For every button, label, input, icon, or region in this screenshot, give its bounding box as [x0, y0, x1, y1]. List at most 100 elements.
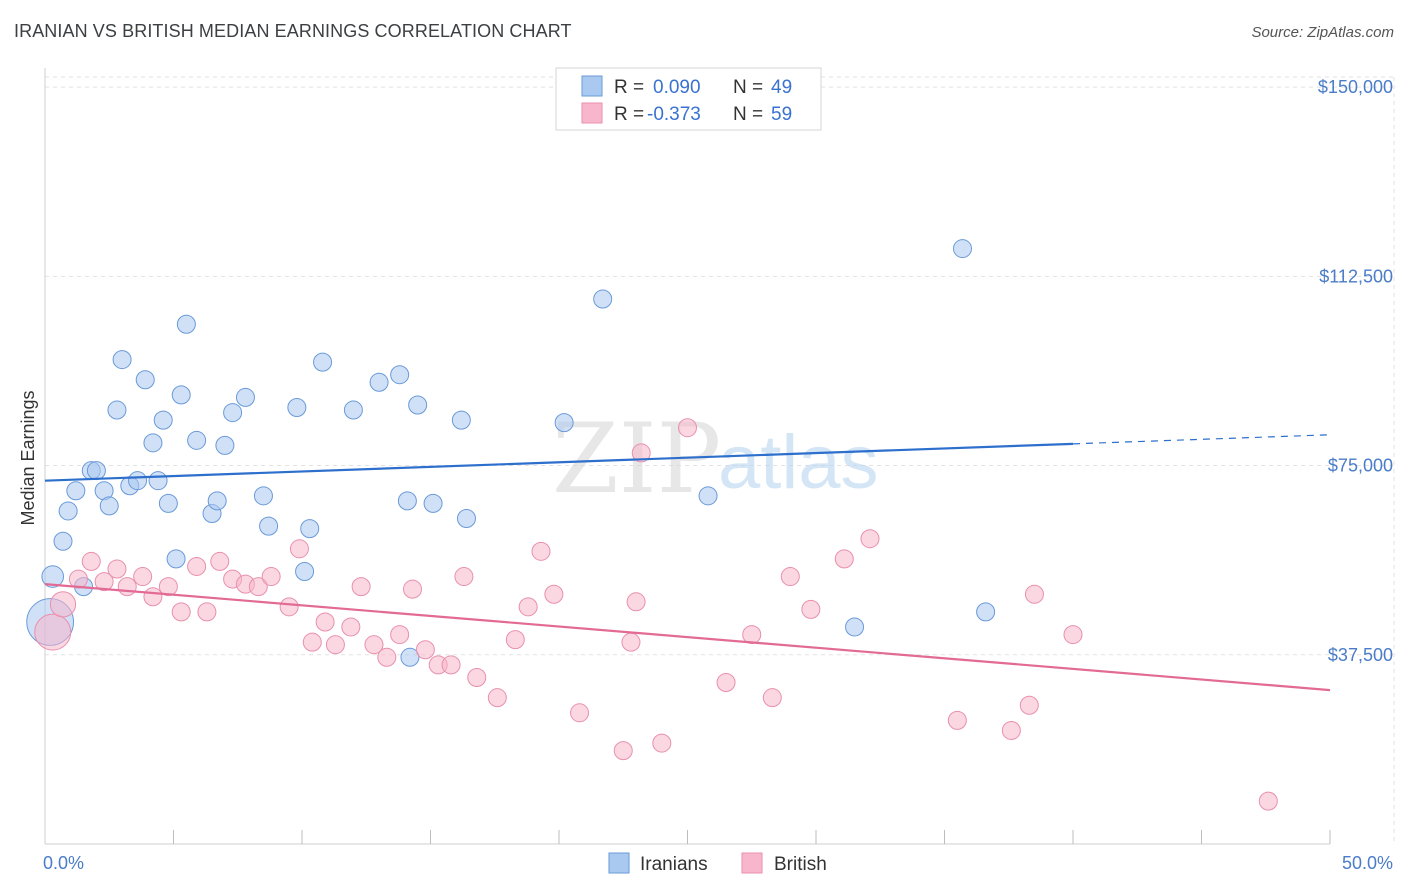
iranians-point-16	[148, 471, 168, 491]
iranians-point-35	[369, 372, 389, 392]
iranians-point-37	[397, 491, 417, 511]
iranians-point-31	[295, 562, 315, 582]
iranians-point-10	[107, 400, 127, 420]
stats-legend: R = 0.090 N = 49 R = -0.373 N = 59	[555, 67, 822, 131]
iranians-point-33	[313, 352, 333, 372]
legend-r-british: -0.373	[647, 104, 701, 125]
british-point-50	[801, 599, 821, 619]
iranians-point-25	[215, 435, 235, 455]
british-point-1	[49, 591, 77, 618]
british-point-34	[487, 688, 507, 708]
british-point-9	[158, 577, 178, 597]
british-point-57	[1063, 625, 1083, 645]
iranians-point-21	[176, 314, 196, 334]
axes	[44, 68, 1331, 845]
iranians-point-48	[976, 602, 996, 622]
british-point-21	[315, 612, 335, 632]
iranians-point-27	[235, 387, 255, 407]
y-tick-labels: $37,500 $75,000 $112,500 $150,000	[1318, 77, 1393, 665]
legend-n-label-iranians: N =	[733, 77, 763, 98]
british-point-22	[325, 635, 345, 655]
legend-n-iranians: 49	[771, 77, 792, 98]
iranians-trend-extension	[1072, 434, 1331, 445]
british-point-45	[678, 418, 697, 438]
british-point-28	[403, 579, 423, 599]
british-point-58	[1258, 791, 1278, 811]
iranians-point-29	[259, 516, 279, 536]
y-tick-label-2: $112,500	[1319, 266, 1393, 286]
british-point-13	[210, 551, 230, 571]
iranians-point-41	[451, 410, 471, 430]
british-point-51	[834, 549, 854, 569]
watermark-atlas: atlas	[718, 420, 879, 505]
legend-r-label-iranians: R =	[614, 77, 644, 98]
british-point-2	[68, 569, 88, 589]
legend-swatch-iranians	[581, 75, 603, 97]
iranians-point-7	[86, 461, 106, 481]
iranians-point-11	[112, 350, 132, 370]
x-tick-min: 0.0%	[43, 853, 84, 873]
iranians-point-20	[171, 385, 191, 405]
iranians-point-44	[593, 289, 613, 309]
iranians-point-32	[300, 519, 320, 539]
y-tick-label-3: $150,000	[1318, 77, 1393, 97]
british-point-10	[171, 602, 191, 622]
x-tick-max: 50.0%	[1342, 853, 1393, 873]
iranians-point-15	[143, 433, 163, 453]
iranians-point-22	[187, 430, 207, 450]
british-point-44	[652, 733, 672, 753]
british-point-25	[364, 635, 384, 655]
iranians-point-3	[58, 501, 78, 521]
iranians-point-28	[253, 486, 273, 506]
iranians-point-47	[952, 239, 972, 259]
chart-title: IRANIAN VS BRITISH MEDIAN EARNINGS CORRE…	[14, 21, 572, 41]
british-point-16	[248, 577, 268, 597]
y-tick-label-0: $37,500	[1328, 645, 1393, 665]
british-point-53	[947, 710, 967, 730]
british-point-31	[441, 655, 461, 675]
british-point-32	[454, 567, 474, 587]
british-point-5	[107, 559, 127, 579]
series-legend: Iranians British	[608, 852, 827, 875]
british-point-23	[341, 617, 361, 637]
iranians-point-13	[128, 471, 148, 491]
iranians-point-26	[223, 403, 243, 423]
iranians-point-36	[390, 365, 410, 385]
british-point-49	[780, 567, 800, 587]
iranians-point-46	[845, 617, 865, 637]
y-tick-label-1: $75,000	[1328, 456, 1393, 476]
british-point-56	[1024, 584, 1044, 604]
iranians-point-42	[456, 509, 476, 529]
british-point-3	[81, 551, 101, 571]
iranians-point-14	[135, 370, 155, 390]
british-point-38	[544, 584, 564, 604]
british-point-8	[143, 587, 163, 607]
iranians-point-9	[99, 496, 119, 516]
y-axis-label: Median Earnings	[18, 390, 38, 525]
british-point-0	[34, 613, 72, 651]
iranians-point-4	[66, 481, 86, 501]
iranians-point-34	[343, 400, 363, 420]
iranians-trend-line	[44, 442, 1074, 482]
british-point-37	[531, 541, 551, 561]
data-points	[26, 239, 1278, 811]
iranians-point-18	[158, 493, 178, 513]
british-point-41	[621, 632, 641, 652]
british-point-18	[279, 597, 299, 617]
legend-swatch-british	[581, 102, 603, 124]
british-point-52	[860, 529, 880, 549]
british-point-47	[742, 625, 762, 645]
iranians-point-43	[554, 413, 574, 433]
legend-r-iranians: 0.090	[653, 77, 701, 98]
bottom-legend-swatch-iranians	[608, 852, 630, 874]
british-point-33	[467, 667, 487, 687]
british-point-24	[351, 577, 371, 597]
bottom-legend-british: British	[774, 854, 827, 875]
british-point-48	[762, 688, 782, 708]
british-point-55	[1019, 695, 1039, 715]
british-point-4	[94, 572, 114, 592]
british-point-11	[187, 556, 207, 576]
british-point-36	[518, 597, 538, 617]
iranians-point-17	[153, 410, 173, 430]
